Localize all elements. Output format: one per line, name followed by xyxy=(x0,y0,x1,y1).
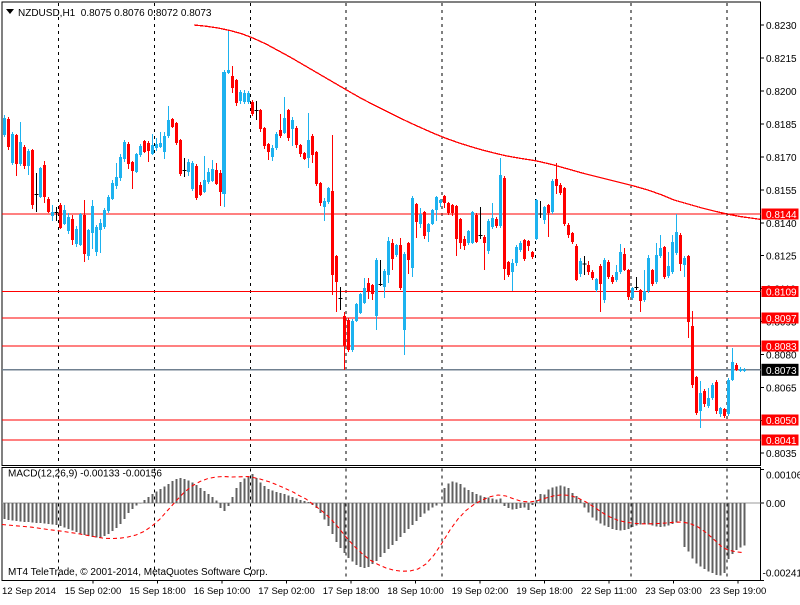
svg-text:0.00106: 0.00106 xyxy=(766,471,800,482)
svg-text:0.8050: 0.8050 xyxy=(766,416,797,427)
svg-text:15 Sep 18:00: 15 Sep 18:00 xyxy=(129,586,186,597)
svg-text:0.8109: 0.8109 xyxy=(766,288,797,299)
svg-text:0.8083: 0.8083 xyxy=(766,342,797,353)
svg-text:0.8035: 0.8035 xyxy=(766,449,797,460)
svg-text:0.00: 0.00 xyxy=(766,499,786,510)
svg-text:17 Sep 18:00: 17 Sep 18:00 xyxy=(323,586,380,597)
svg-text:0.8144: 0.8144 xyxy=(766,210,797,221)
svg-text:MT4 TeleTrade, © 2001-2014, Me: MT4 TeleTrade, © 2001-2014, MetaQuotes S… xyxy=(8,567,268,578)
svg-text:0.8041: 0.8041 xyxy=(766,436,797,447)
svg-text:0.8200: 0.8200 xyxy=(766,87,797,98)
svg-text:0.8185: 0.8185 xyxy=(766,120,797,131)
svg-text:16 Sep 10:00: 16 Sep 10:00 xyxy=(194,586,251,597)
svg-text:23 Sep 19:00: 23 Sep 19:00 xyxy=(710,586,767,597)
svg-text:-0.00241: -0.00241 xyxy=(763,569,800,580)
svg-text:MACD(12,26,9) -0.00133 -0.0015: MACD(12,26,9) -0.00133 -0.00156 xyxy=(8,469,162,480)
svg-text:0.8073: 0.8073 xyxy=(766,366,797,377)
svg-text:0.8065: 0.8065 xyxy=(766,383,797,394)
svg-text:0.8155: 0.8155 xyxy=(766,186,797,197)
svg-text:19 Sep 02:00: 19 Sep 02:00 xyxy=(452,586,509,597)
svg-text:12 Sep 2014: 12 Sep 2014 xyxy=(2,586,56,597)
svg-text:0.8230: 0.8230 xyxy=(766,21,797,32)
svg-text:NZDUSD,H1 0.8075 0.8076 0.807: NZDUSD,H1 0.8075 0.8076 0.8072 0.8073 xyxy=(18,8,212,19)
svg-text:15 Sep 02:00: 15 Sep 02:00 xyxy=(65,586,122,597)
svg-text:22 Sep 11:00: 22 Sep 11:00 xyxy=(581,586,637,597)
svg-text:23 Sep 03:00: 23 Sep 03:00 xyxy=(645,586,702,597)
svg-text:19 Sep 18:00: 19 Sep 18:00 xyxy=(516,586,573,597)
svg-text:17 Sep 02:00: 17 Sep 02:00 xyxy=(258,586,315,597)
svg-text:0.8215: 0.8215 xyxy=(766,54,797,65)
svg-text:0.8097: 0.8097 xyxy=(766,314,797,325)
svg-text:0.8170: 0.8170 xyxy=(766,153,797,164)
svg-text:0.8125: 0.8125 xyxy=(766,252,797,263)
svg-text:18 Sep 10:00: 18 Sep 10:00 xyxy=(387,586,444,597)
